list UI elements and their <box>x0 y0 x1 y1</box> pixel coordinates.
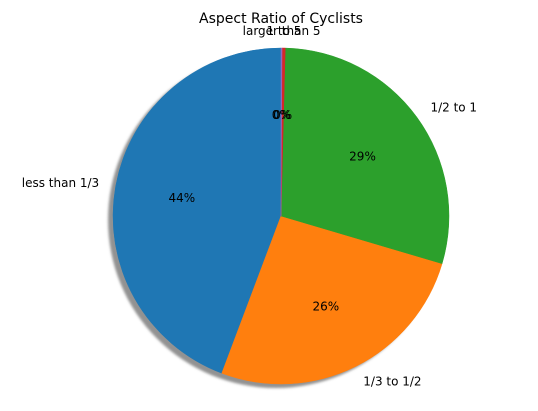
slice-percent-label: 0% <box>273 108 292 122</box>
pie-slices <box>112 47 450 385</box>
pie-labels: less than 1/3 44% 1/3 to 1/2 26% 1/2 to 1 29%… <box>22 24 477 388</box>
slice-percent-label: 26% <box>313 299 340 313</box>
pie-slice-1-2-to-1 <box>280 47 450 264</box>
slice-percent-label: 29% <box>349 150 376 164</box>
slice-label: 1/2 to 1 <box>430 100 477 114</box>
pie-slice-larger-than-5 <box>280 47 283 217</box>
pie-slice-1-3-to-1-2 <box>221 215 443 385</box>
slice-percent-label: 44% <box>168 191 195 205</box>
slice-label: less than 1/3 <box>22 176 99 190</box>
slice-label: 1/3 to 1/2 <box>363 374 421 388</box>
pie-slice-less-than-1-3 <box>112 47 282 374</box>
slice-percent-label: 0% <box>272 108 291 122</box>
slice-label: larger than 5 <box>243 24 321 38</box>
chart-title: Aspect Ratio of Cyclists <box>199 11 363 27</box>
slice-label: 1 to 5 <box>266 24 301 38</box>
